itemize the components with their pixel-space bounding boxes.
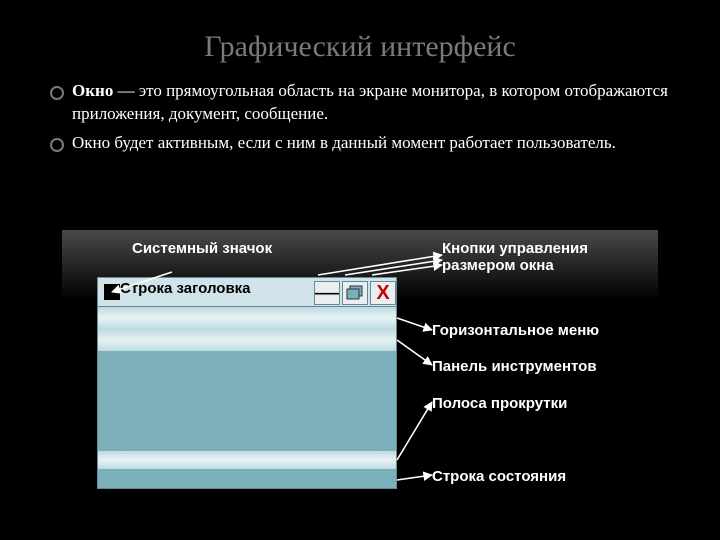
bullet-mark-icon <box>50 138 72 155</box>
bullet-text: Окно будет активным, если с ним в данный… <box>72 132 616 155</box>
menu-bar <box>97 307 397 329</box>
bullet-mark-icon <box>50 86 72 126</box>
titlebar: — X <box>97 277 397 307</box>
window-diagram: — X Системный значок Строка заголовка Кн… <box>62 230 658 510</box>
label-menu: Горизонтальное меню <box>432 322 599 339</box>
slide: Графический интерфейс Окно — это прямоуг… <box>0 0 720 540</box>
arrow <box>397 318 432 330</box>
arrow <box>397 475 432 480</box>
bullet-item: Окно — это прямоугольная область на экра… <box>50 80 670 126</box>
toolbar <box>97 329 397 351</box>
close-button[interactable]: X <box>370 281 396 305</box>
arrow <box>397 402 432 460</box>
body-text: Окно — это прямоугольная область на экра… <box>50 80 670 161</box>
bullet-text: Окно — это прямоугольная область на экра… <box>72 80 670 126</box>
maximize-icon <box>345 284 365 302</box>
mock-window: — X <box>97 277 397 490</box>
maximize-button[interactable] <box>342 281 368 305</box>
status-bar <box>97 469 397 489</box>
system-icon <box>104 284 120 300</box>
minimize-button[interactable]: — <box>314 281 340 305</box>
bullet-bold: Окно <box>72 81 118 100</box>
label-status: Строка состояния <box>432 468 566 485</box>
slide-title: Графический интерфейс <box>0 30 720 64</box>
scrollbar[interactable] <box>97 451 397 469</box>
bullet-rest: — это прямоугольная область на экране мо… <box>72 81 668 123</box>
label-scroll: Полоса прокрутки <box>432 395 567 412</box>
content-area <box>97 351 397 451</box>
arrow <box>397 340 432 365</box>
label-toolbar: Панель инструментов <box>432 358 597 375</box>
bullet-item: Окно будет активным, если с ним в данный… <box>50 132 670 155</box>
bullet-rest: Окно будет активным, если с ним в данный… <box>72 133 616 152</box>
